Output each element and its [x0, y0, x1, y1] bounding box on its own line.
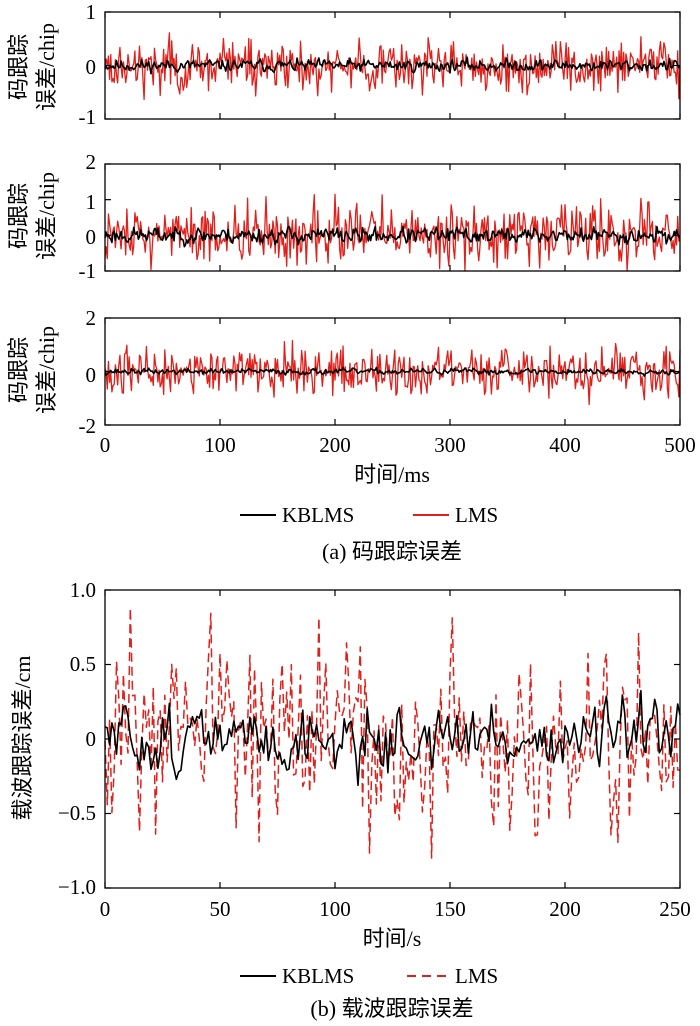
panel-a2-ylabel-line2: 误差/chip [34, 172, 59, 260]
panel-b-ytick-neg0.5: −0.5 [58, 801, 96, 825]
panel-a2-ticks [104, 163, 681, 272]
panel-a3-series [104, 339, 681, 406]
legend-b-lms-label: LMS [455, 964, 498, 988]
panel-b-ytick-neg1.0: −1.0 [58, 875, 96, 899]
panel-a3-ylabel-line2: 误差/chip [34, 326, 59, 414]
panel-a3-xtick-400: 400 [549, 433, 581, 457]
panel-b-xtick-50: 50 [210, 897, 231, 921]
panel-a3-ytick-neg2: -2 [79, 414, 97, 438]
panel-b: 载波跟踪误差/cm 1.0 0.5 0 −0.5 −1.0 0 50 100 1… [10, 578, 691, 951]
panel-a1-ytick-neg1: -1 [79, 105, 97, 129]
legend-a-lms-label: LMS [455, 503, 498, 527]
panel-a1-series [104, 32, 681, 101]
panel-a3-xticklabels: 0 100 200 300 400 500 [100, 433, 696, 457]
panel-a2: 码跟踪 误差/chip 2 1 0 -1 [6, 150, 681, 283]
panel-a2-ytick-1: 1 [86, 190, 97, 214]
legend-a: KBLMS LMS [240, 503, 498, 527]
p3-kblms-line [104, 366, 681, 377]
panel-a2-ytick-2: 2 [86, 150, 97, 174]
panel-b-ticks [104, 589, 681, 889]
panel-a3-xtick-300: 300 [434, 433, 466, 457]
panel-a3-ylabel-line1: 码跟踪 [6, 337, 31, 403]
panel-a1-ytick-1: 1 [86, 0, 97, 24]
legend-a-kblms-label: KBLMS [282, 503, 354, 527]
p1-kblms-line [104, 56, 681, 75]
legend-b-kblms-label: KBLMS [282, 964, 354, 988]
panel-b-xtick-250: 250 [659, 897, 691, 921]
panel-b-ytick-1.0: 1.0 [70, 578, 96, 602]
panel-b-ytick-0.5: 0.5 [70, 652, 96, 676]
p1-lms-line [104, 32, 681, 101]
panel-b-series [104, 607, 681, 859]
panel-a1-ylabel-line2: 误差/chip [34, 23, 59, 111]
panel-a2-ytick-neg1: -1 [79, 259, 97, 283]
panel-b-xtick-150: 150 [434, 897, 466, 921]
p2-lms-line [104, 193, 681, 272]
panel-b-ylabel: 载波跟踪误差/cm [10, 656, 35, 821]
panel-a2-ytick-0: 0 [86, 225, 97, 249]
panel-a1-ytick-0: 0 [86, 55, 97, 79]
panel-b-xtick-100: 100 [319, 897, 351, 921]
panel-a3-xtick-200: 200 [319, 433, 351, 457]
panel-b-xtick-200: 200 [549, 897, 581, 921]
panel-a1-ticks [104, 11, 681, 120]
panel-a1: 码跟踪 误差/chip 1 0 -1 [6, 0, 681, 129]
panel-a3-ytick-0: 0 [86, 363, 97, 387]
panel-a2-series [104, 193, 681, 272]
panel-a3-ytick-2: 2 [86, 306, 97, 330]
legend-b: KBLMS LMS [240, 964, 498, 988]
panel-a1-ylabel-line1: 码跟踪 [6, 34, 31, 100]
panel-b-xlabel: 时间/s [363, 926, 422, 951]
p2-kblms-line [104, 225, 681, 248]
p4-lms-line [104, 607, 681, 859]
panel-a3-xtick-0: 0 [100, 433, 111, 457]
panel-a3-ticks [104, 317, 681, 426]
panel-a3: 码跟踪 误差/chip 2 0 -2 0 100 200 300 400 500… [6, 306, 696, 487]
panel-a2-frame [104, 163, 681, 272]
p3-lms-line [104, 339, 681, 406]
panel-a3-xtick-100: 100 [204, 433, 236, 457]
panel-b-xtick-0: 0 [100, 897, 111, 921]
caption-b: (b) 载波跟踪误差 [310, 996, 473, 1021]
panel-b-xticklabels: 0 50 100 150 200 250 [100, 897, 691, 921]
caption-a: (a) 码跟踪误差 [322, 539, 462, 564]
panel-b-ytick-0: 0 [86, 727, 97, 751]
p4-kblms-line [104, 689, 681, 787]
panel-a2-ylabel-line1: 码跟踪 [6, 183, 31, 249]
panel-a3-xlabel: 时间/ms [354, 462, 430, 487]
panel-a3-xtick-500: 500 [664, 433, 696, 457]
